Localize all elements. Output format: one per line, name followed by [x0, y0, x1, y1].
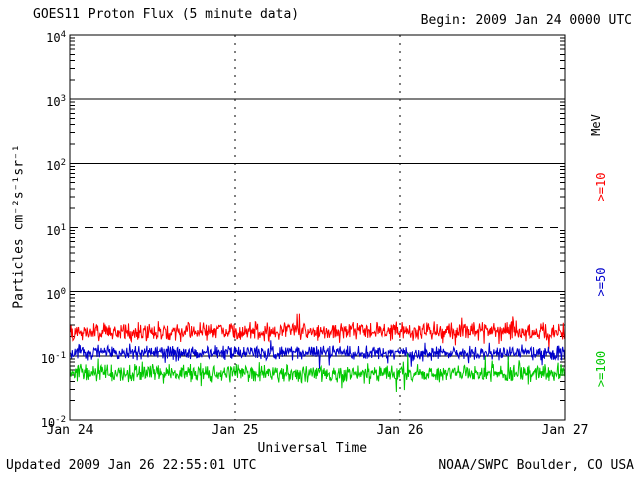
right-axis-label-100: >=100 — [594, 350, 608, 388]
y-tick-label: 10-2 — [40, 415, 66, 430]
x-tick-label: Jan 27 — [541, 423, 589, 438]
y-tick-label: 101 — [46, 222, 66, 238]
x-tick-label: Jan 26 — [376, 423, 424, 438]
y-tick-label: 100 — [46, 286, 66, 302]
flux-trace-100 — [69, 353, 566, 393]
right-axis-label-50: >=50 — [594, 267, 608, 297]
right-axis-label-MeV: MeV — [589, 114, 603, 136]
chart-title: GOES11 Proton Flux (5 minute data) — [33, 7, 300, 22]
flux-trace-50 — [69, 340, 566, 369]
y-tick-label: 102 — [46, 158, 66, 174]
flux-trace-10 — [69, 313, 566, 349]
y-tick-label: 10-1 — [40, 350, 66, 366]
y-tick-label: 103 — [46, 94, 66, 110]
credit-text: NOAA/SWPC Boulder, CO USA — [438, 458, 634, 473]
right-axis-label-10: >=10 — [594, 172, 608, 202]
begin-timestamp: Begin: 2009 Jan 24 0000 UTC — [420, 13, 632, 28]
x-axis-label: Universal Time — [257, 441, 368, 456]
updated-text: Updated 2009 Jan 26 22:55:01 UTC — [6, 458, 257, 473]
x-tick-label: Jan 24 — [46, 423, 94, 438]
x-tick-label: Jan 25 — [211, 423, 259, 438]
y-axis-label: Particles cm⁻²s⁻¹sr⁻¹ — [11, 144, 27, 309]
y-tick-label: 104 — [46, 30, 66, 45]
